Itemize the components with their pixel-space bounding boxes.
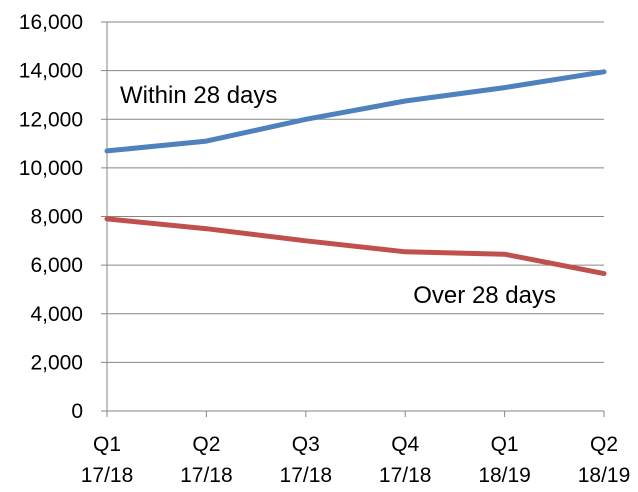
y-tick-label: 8,000	[30, 206, 83, 229]
series-label: Over 28 days	[413, 282, 556, 309]
y-tick-label: 10,000	[19, 157, 83, 180]
x-tick-label: Q3 17/18	[280, 433, 333, 487]
series-labels: Within 28 days Over 28 days	[120, 82, 556, 309]
x-tick-label: Q2 18/19	[578, 433, 631, 487]
y-tick-label: 12,000	[19, 108, 83, 131]
x-tick-label: Q1 17/18	[81, 433, 134, 487]
y-tick-label: 4,000	[30, 303, 83, 326]
x-tick-labels: Q1 17/18 Q2 17/18 Q3 17/18 Q4 17/18 Q1 18/19 Q2 18/…	[81, 433, 631, 487]
x-tick-label: Q4 17/18	[379, 433, 432, 487]
y-tick-label: 14,000	[19, 60, 83, 83]
x-tick-label: Q1 18/19	[478, 433, 531, 487]
y-tick-labels: 0 2,000 4,000 6,000 8,000 10,000 12,000 14,000 1…	[19, 11, 83, 423]
y-tick-label: 0	[71, 400, 83, 423]
y-tick-label: 16,000	[19, 11, 83, 34]
gridlines	[107, 22, 604, 362]
y-tick-label: 2,000	[30, 351, 83, 374]
x-tick-label: Q2 17/18	[180, 433, 233, 487]
series-label: Within 28 days	[120, 82, 277, 109]
y-tick-label: 6,000	[30, 254, 83, 277]
